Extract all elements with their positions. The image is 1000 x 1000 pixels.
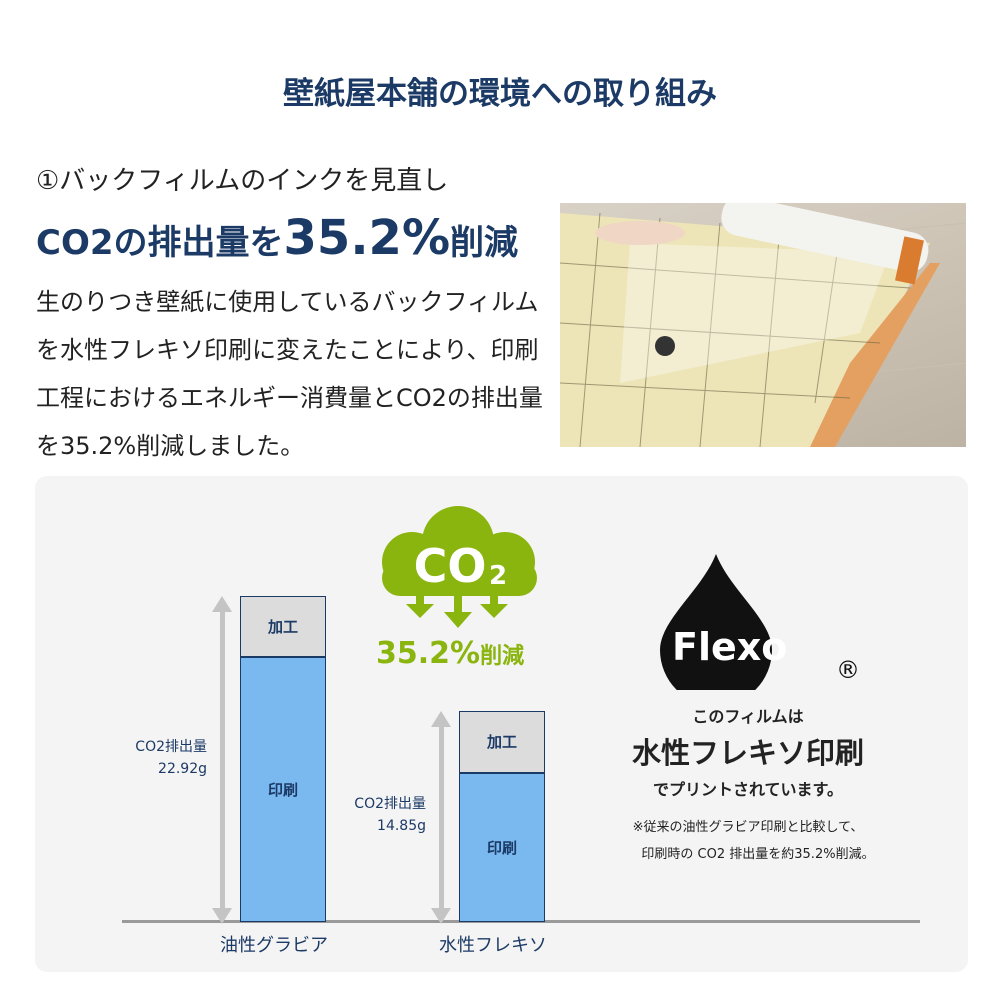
- body-text: 生のりつき壁紙に使用しているバックフィルムを水性フレキソ印刷に変えたことにより、…: [36, 288, 543, 460]
- product-photo: [560, 203, 966, 447]
- total-label-text: CO2排出量: [135, 739, 207, 755]
- co2-text: CO: [414, 539, 487, 593]
- page-title: 壁紙屋本舗の環境への取り組み: [283, 76, 717, 112]
- category-label-water: 水性フレキソ: [439, 935, 547, 956]
- flexo-line2: 水性フレキソ印刷: [631, 736, 864, 770]
- total-label-value: 14.85g: [377, 818, 426, 834]
- co2-cloud-icon: CO 2: [382, 506, 537, 628]
- co2-subscript: 2: [489, 561, 507, 591]
- flexo-line3: でプリントされています。: [653, 780, 843, 799]
- flexo-note1: ※従来の油性グラビア印刷と比較して、: [632, 820, 864, 835]
- flexo-drop-logo: Flexo ®: [660, 554, 860, 690]
- category-label-oil: 油性グラビア: [220, 935, 328, 956]
- total-label-value: 22.92g: [158, 761, 207, 777]
- reduction-suffix: 削減: [480, 644, 525, 669]
- reduction-label: 35.2%削減: [376, 636, 524, 671]
- total-label-oil: CO2排出量 22.92g: [135, 736, 207, 780]
- headline: CO2の排出量を35.2%削減: [36, 210, 518, 266]
- flexo-line1: このフィルムは: [692, 707, 804, 726]
- chart-baseline: [122, 920, 920, 923]
- registered-mark: ®: [836, 656, 860, 684]
- total-label-water: CO2排出量 14.85g: [354, 793, 426, 837]
- total-label-text: CO2排出量: [354, 796, 426, 812]
- flexo-note2: 印刷時の CO2 排出量を約35.2%削減。: [641, 847, 875, 862]
- film-roll-illustration: [560, 203, 966, 447]
- headline-post: 削減: [450, 223, 519, 263]
- reduction-value: 35.2%: [376, 636, 481, 671]
- flexo-logo-text: Flexo: [672, 625, 787, 669]
- headline-value: 35.2%: [283, 210, 451, 266]
- headline-pre: CO2の排出量を: [36, 223, 284, 263]
- section-subtitle: ①バックフィルムのインクを見直し: [36, 166, 449, 196]
